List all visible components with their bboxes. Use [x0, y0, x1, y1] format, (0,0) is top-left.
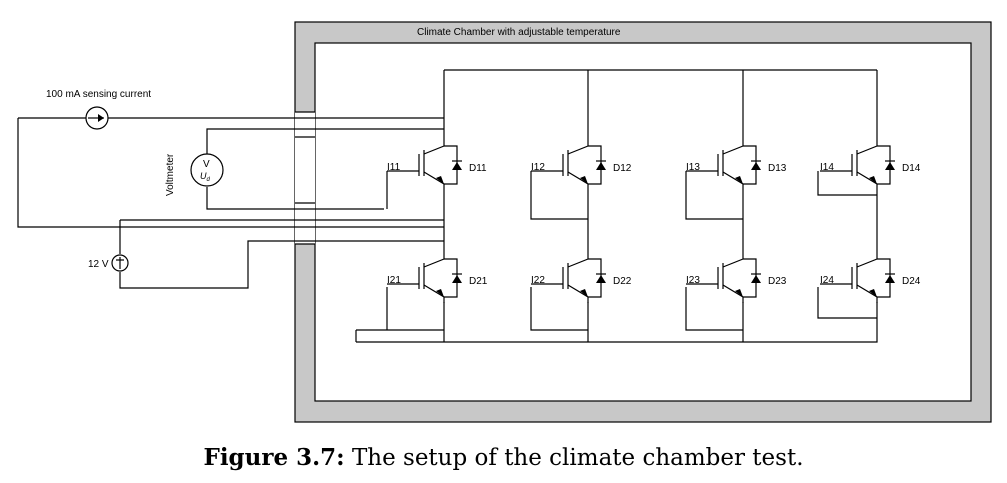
climate-chamber-circuit-diagram: Climate Chamber with adjustable temperat… [17, 21, 992, 423]
internal-busbars [355, 69, 878, 343]
igbt-module: I14 D14 [820, 140, 921, 190]
igbt-module: I12 D12 [531, 140, 632, 190]
current-source: 100 mA sensing current [46, 89, 151, 130]
diode-label: D14 [902, 163, 921, 174]
igbt-module: I13 D13 [686, 140, 787, 190]
external-wiring [17, 117, 444, 289]
figure-text: The setup of the climate chamber test. [351, 445, 804, 471]
chamber-title: Climate Chamber with adjustable temperat… [417, 27, 621, 38]
current-source-label: 100 mA sensing current [46, 89, 151, 100]
igbt-module: I24 D24 [820, 253, 921, 303]
voltmeter-ud-symbol: U [200, 171, 207, 181]
igbt-label: I14 [820, 162, 834, 173]
figure-caption: Figure 3.7: The setup of the climate cha… [0, 444, 1007, 471]
diode-label: D11 [469, 163, 487, 174]
diode-label: D21 [469, 276, 488, 287]
igbt-label: I11 [387, 162, 401, 173]
igbt-module: I23 D23 [686, 253, 787, 303]
diode-label: D22 [613, 276, 632, 287]
igbt-label: I24 [820, 275, 834, 286]
bottom-device-row: I21 D21 I22 D22 I23 D23 I24 D24 [387, 253, 921, 303]
igbt-label: I12 [531, 162, 545, 173]
voltmeter-ud-subscript: d [207, 177, 211, 183]
climate-chamber: Climate Chamber with adjustable temperat… [294, 21, 992, 423]
figure-label: Figure 3.7: [203, 444, 345, 471]
diode-label: D24 [902, 276, 921, 287]
igbt-module: I11 D11 [387, 140, 487, 190]
diode-label: D23 [768, 276, 787, 287]
svg-text:Ud: Ud [200, 171, 211, 183]
voltmeter-label: Voltmeter [165, 153, 176, 196]
diode-label: D13 [768, 163, 787, 174]
top-device-row: I11 D11 I12 D12 I13 D13 I14 D14 [387, 140, 921, 190]
igbt-label: I21 [387, 275, 401, 286]
voltmeter-symbol: V [203, 159, 210, 170]
voltmeter: V Ud Voltmeter [165, 153, 224, 196]
wall-feedthrough [295, 111, 315, 245]
diode-label: D12 [613, 163, 632, 174]
igbt-module: I21 D21 [387, 253, 488, 303]
supply-label: 12 V [88, 259, 109, 270]
igbt-label: I13 [686, 162, 700, 173]
igbt-label: I22 [531, 275, 545, 286]
igbt-label: I23 [686, 275, 700, 286]
igbt-module: I22 D22 [531, 253, 632, 303]
supply-12v: 12 V [88, 254, 129, 272]
chamber-inner-space [314, 42, 972, 402]
